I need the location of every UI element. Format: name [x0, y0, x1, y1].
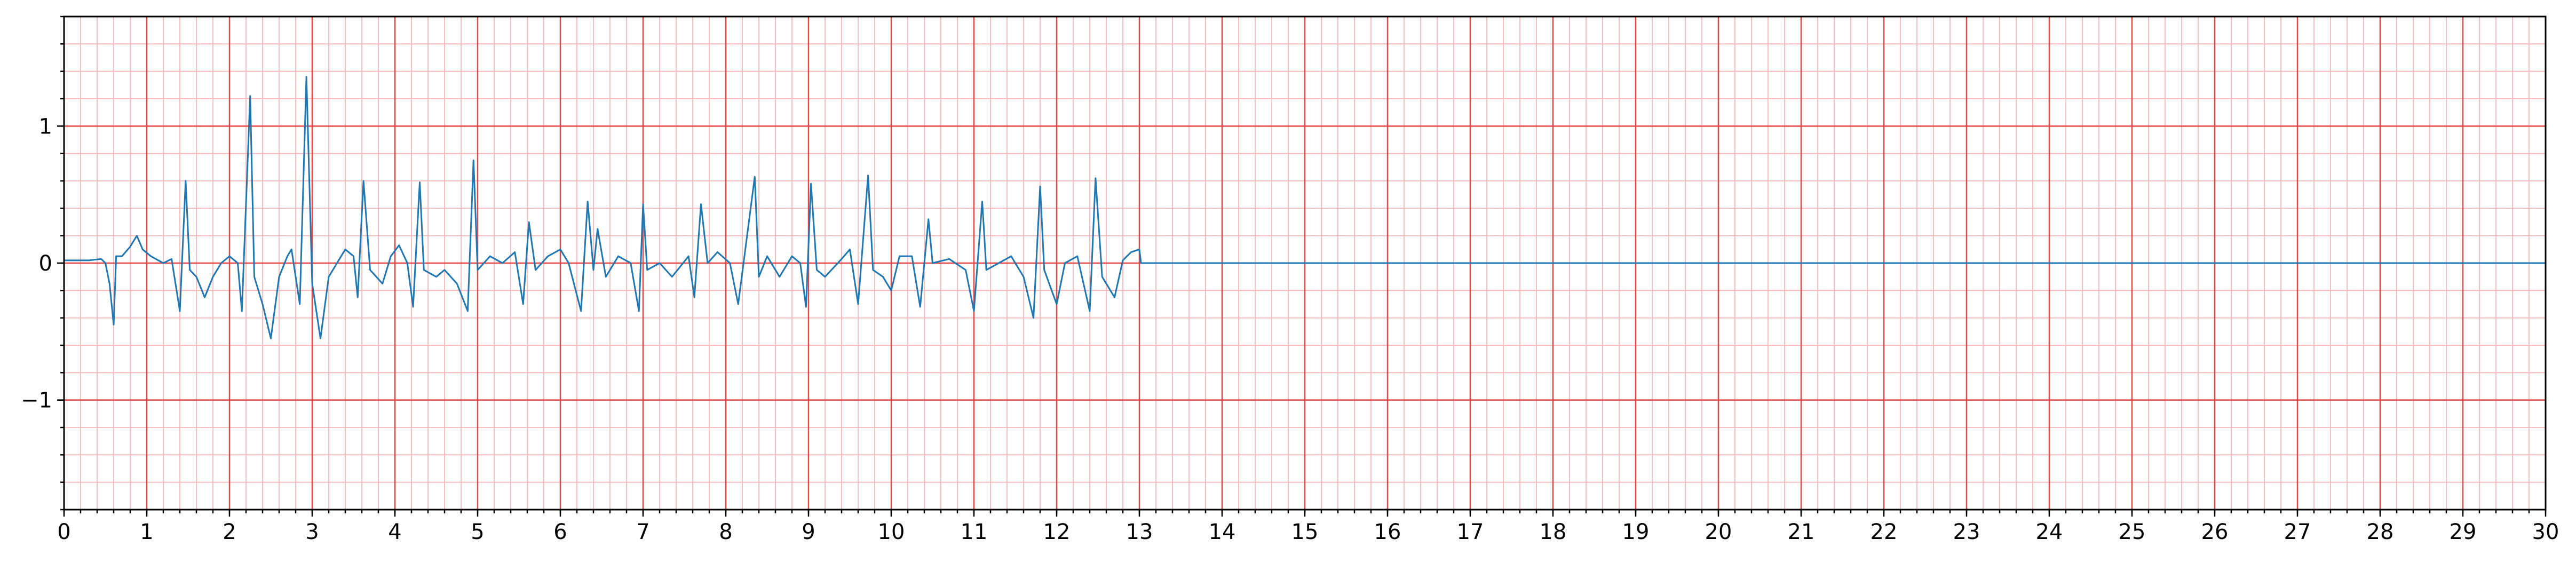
x-tick-label: 0: [57, 520, 70, 544]
x-tick-label: 3: [305, 520, 319, 544]
plot-frame: [63, 15, 2547, 511]
x-tick-label: 8: [719, 520, 732, 544]
x-tick-label: 14: [1209, 520, 1236, 544]
x-tick-label: 11: [961, 520, 988, 544]
x-tick-label: 19: [1622, 520, 1650, 544]
x-tick-label: 16: [1374, 520, 1401, 544]
x-tick-label: 23: [1953, 520, 1980, 544]
x-tick-label: 6: [553, 520, 567, 544]
y-tick-label: 1: [39, 114, 52, 139]
line: [64, 76, 2546, 339]
x-tick-label: 26: [2201, 520, 2229, 544]
x-tick-label: 28: [2367, 520, 2394, 544]
x-tick-label: 7: [636, 520, 649, 544]
x-tick-label: 18: [1540, 520, 1567, 544]
x-tick-label: 21: [1788, 520, 1815, 544]
x-tick-label: 30: [2532, 520, 2559, 544]
x-tick-label: 1: [140, 520, 153, 544]
x-tick-label: 12: [1043, 520, 1071, 544]
x-tick-label: 22: [1870, 520, 1898, 544]
x-tick-label: 4: [388, 520, 401, 544]
x-tick-label: 2: [223, 520, 236, 544]
x-tick-label: 15: [1291, 520, 1319, 544]
x-tick-label: 10: [878, 520, 905, 544]
x-tick-label: 9: [802, 520, 815, 544]
x-tick-label: 17: [1457, 520, 1484, 544]
x-tick-label: 5: [471, 520, 484, 544]
x-tick-label: 25: [2119, 520, 2146, 544]
x-tick-label: 27: [2284, 520, 2311, 544]
y-tick-label: 0: [39, 251, 52, 276]
x-tick-label: 29: [2450, 520, 2477, 544]
x-tick-label: 13: [1126, 520, 1153, 544]
x-tick-label: 24: [2036, 520, 2063, 544]
y-tick-label: −1: [21, 388, 52, 413]
x-tick-label: 20: [1705, 520, 1732, 544]
